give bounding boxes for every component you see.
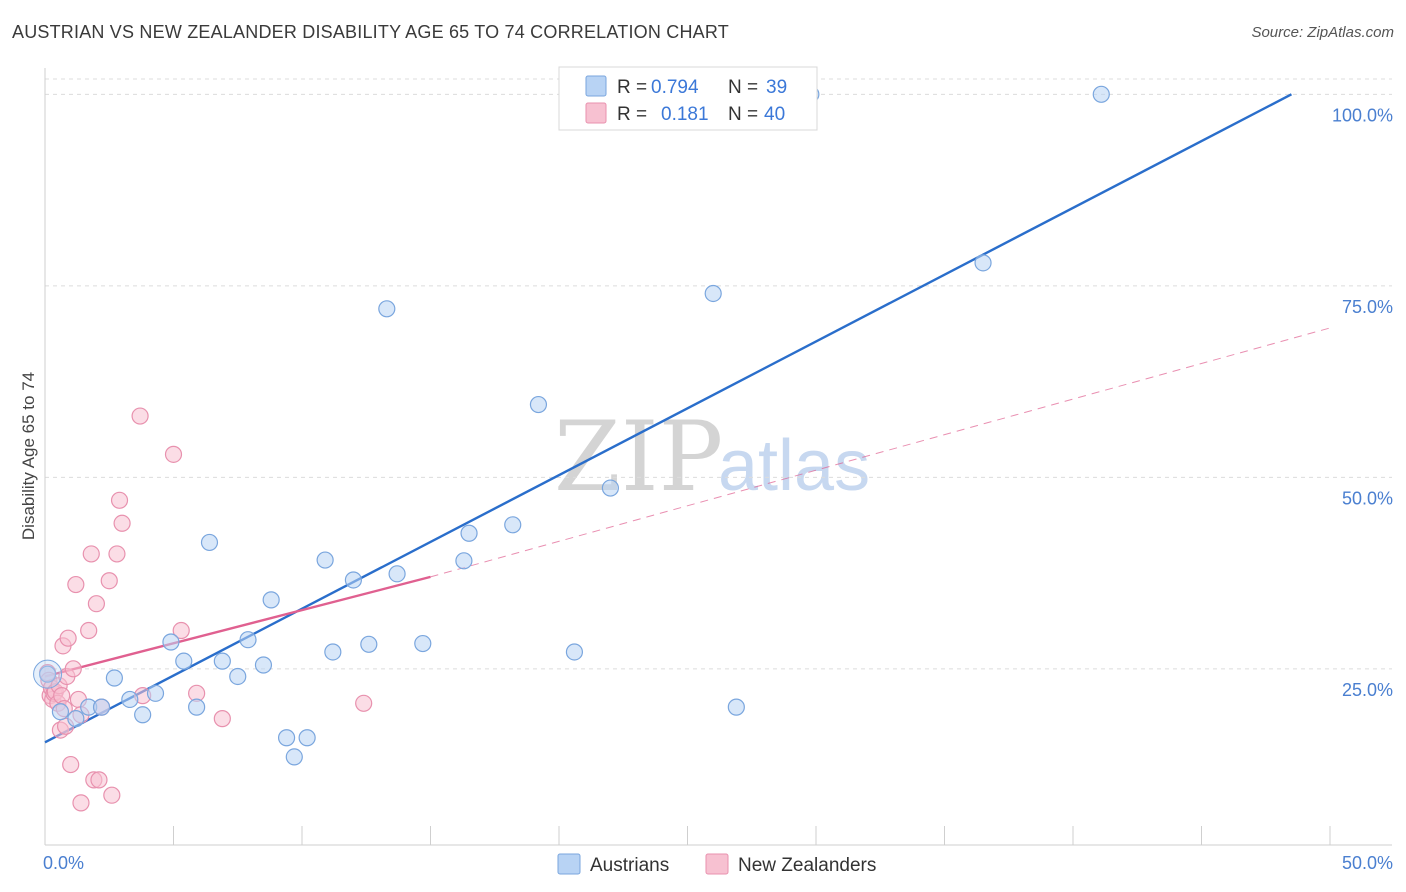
legend-austrians-n-value: 39 [766,77,787,98]
point-nz [87,595,106,613]
point-nz [90,771,108,789]
point-austrians [455,552,473,570]
y-axis-title: Disability Age 65 to 74 [19,372,38,540]
chart-title: AUSTRIAN VS NEW ZEALANDER DISABILITY AGE… [12,22,729,42]
point-austrians [92,698,111,716]
point-austrians [727,698,745,716]
y-tick-label: 75.0% [1342,297,1393,317]
point-austrians [974,254,992,272]
point-nz [100,572,118,590]
y-tick-label: 100.0% [1332,105,1393,125]
point-austrians [285,748,303,766]
y-tick-label: 25.0% [1342,680,1393,700]
legend-austrians-r-label: R = [617,77,647,98]
point-nz [355,694,373,712]
point-austrians [239,631,257,649]
point-austrians [1092,85,1110,103]
point-austrians [704,284,722,303]
point-nz [131,407,149,425]
point-austrians [213,652,231,670]
legend-bottom-nz-swatch [705,853,729,875]
point-austrians [316,551,334,569]
point-austrians [360,635,378,653]
x-tick-label: 0.0% [43,853,84,873]
point-austrians [229,667,247,686]
point-nz [80,621,98,640]
point-austrians [146,684,165,702]
point-nz [164,445,183,463]
point-austrians [51,703,70,721]
x-tick-label: 50.0% [1342,853,1393,873]
point-austrians [105,669,123,687]
axes: 25.0% 50.0% 75.0% 100.0% 0.0% 50.0% [43,68,1393,873]
legend-nz-swatch [585,102,607,124]
point-nz [113,514,131,532]
point-nz [172,621,190,640]
point-austrians [200,533,219,552]
point-cluster [33,659,63,689]
point-austrians [121,690,139,709]
legend-bottom: Austrians New Zealanders [557,853,876,876]
point-austrians [565,643,584,661]
point-austrians [188,698,206,716]
point-nz [82,545,100,563]
y-tick-label: 50.0% [1342,488,1393,508]
chart-source: Source: ZipAtlas.com [1251,24,1394,41]
point-nz [103,786,121,804]
point-nz [64,660,82,678]
point-austrians [254,656,273,674]
point-austrians [162,633,180,651]
point-austrians [460,524,478,542]
point-austrians [67,710,85,728]
trend-extension-nz [430,327,1331,578]
grid-lines [45,78,1392,670]
point-austrians [504,516,522,534]
point-nz [62,755,80,774]
point-austrians [529,395,548,414]
watermark-zip: ZIP [554,401,723,513]
point-nz [59,629,77,647]
point-austrians [298,729,316,747]
legend-top: R = 0.794 N = 39 R = 0.181 N = 40 [558,66,818,131]
trend-line-nz [44,575,431,678]
legend-nz-n-value: 40 [764,104,785,125]
point-austrians [344,571,362,589]
legend-austrians-r-value: 0.794 [651,77,699,98]
legend-nz-r-label: R = [617,104,647,125]
point-austrians [262,591,280,609]
watermark: ZIP atlas [554,401,870,513]
point-austrians [414,634,432,653]
point-nz [110,491,129,509]
point-nz [67,575,85,594]
legend-austrians-swatch [585,75,607,97]
point-austrians [277,729,296,747]
legend-bottom-austrians-label: Austrians [590,855,669,876]
watermark-atlas: atlas [718,426,870,506]
legend-bottom-austrians-swatch [557,853,581,875]
legend-nz-n-label: N = [728,104,758,125]
point-nz [72,794,90,812]
point-austrians [134,706,152,724]
legend-nz-r-value: 0.181 [661,104,709,125]
legend-austrians-n-label: N = [728,77,758,98]
point-austrians [378,300,396,318]
trend-line-austrians [44,93,1293,744]
point-austrians [175,652,193,670]
point-austrians [324,643,342,661]
point-austrians [38,665,57,683]
point-nz [213,710,231,728]
point-nz [108,545,126,563]
legend-bottom-nz-label: New Zealanders [738,855,876,876]
data-points [33,85,1110,812]
point-austrians [388,565,406,583]
point-austrians [601,479,620,497]
